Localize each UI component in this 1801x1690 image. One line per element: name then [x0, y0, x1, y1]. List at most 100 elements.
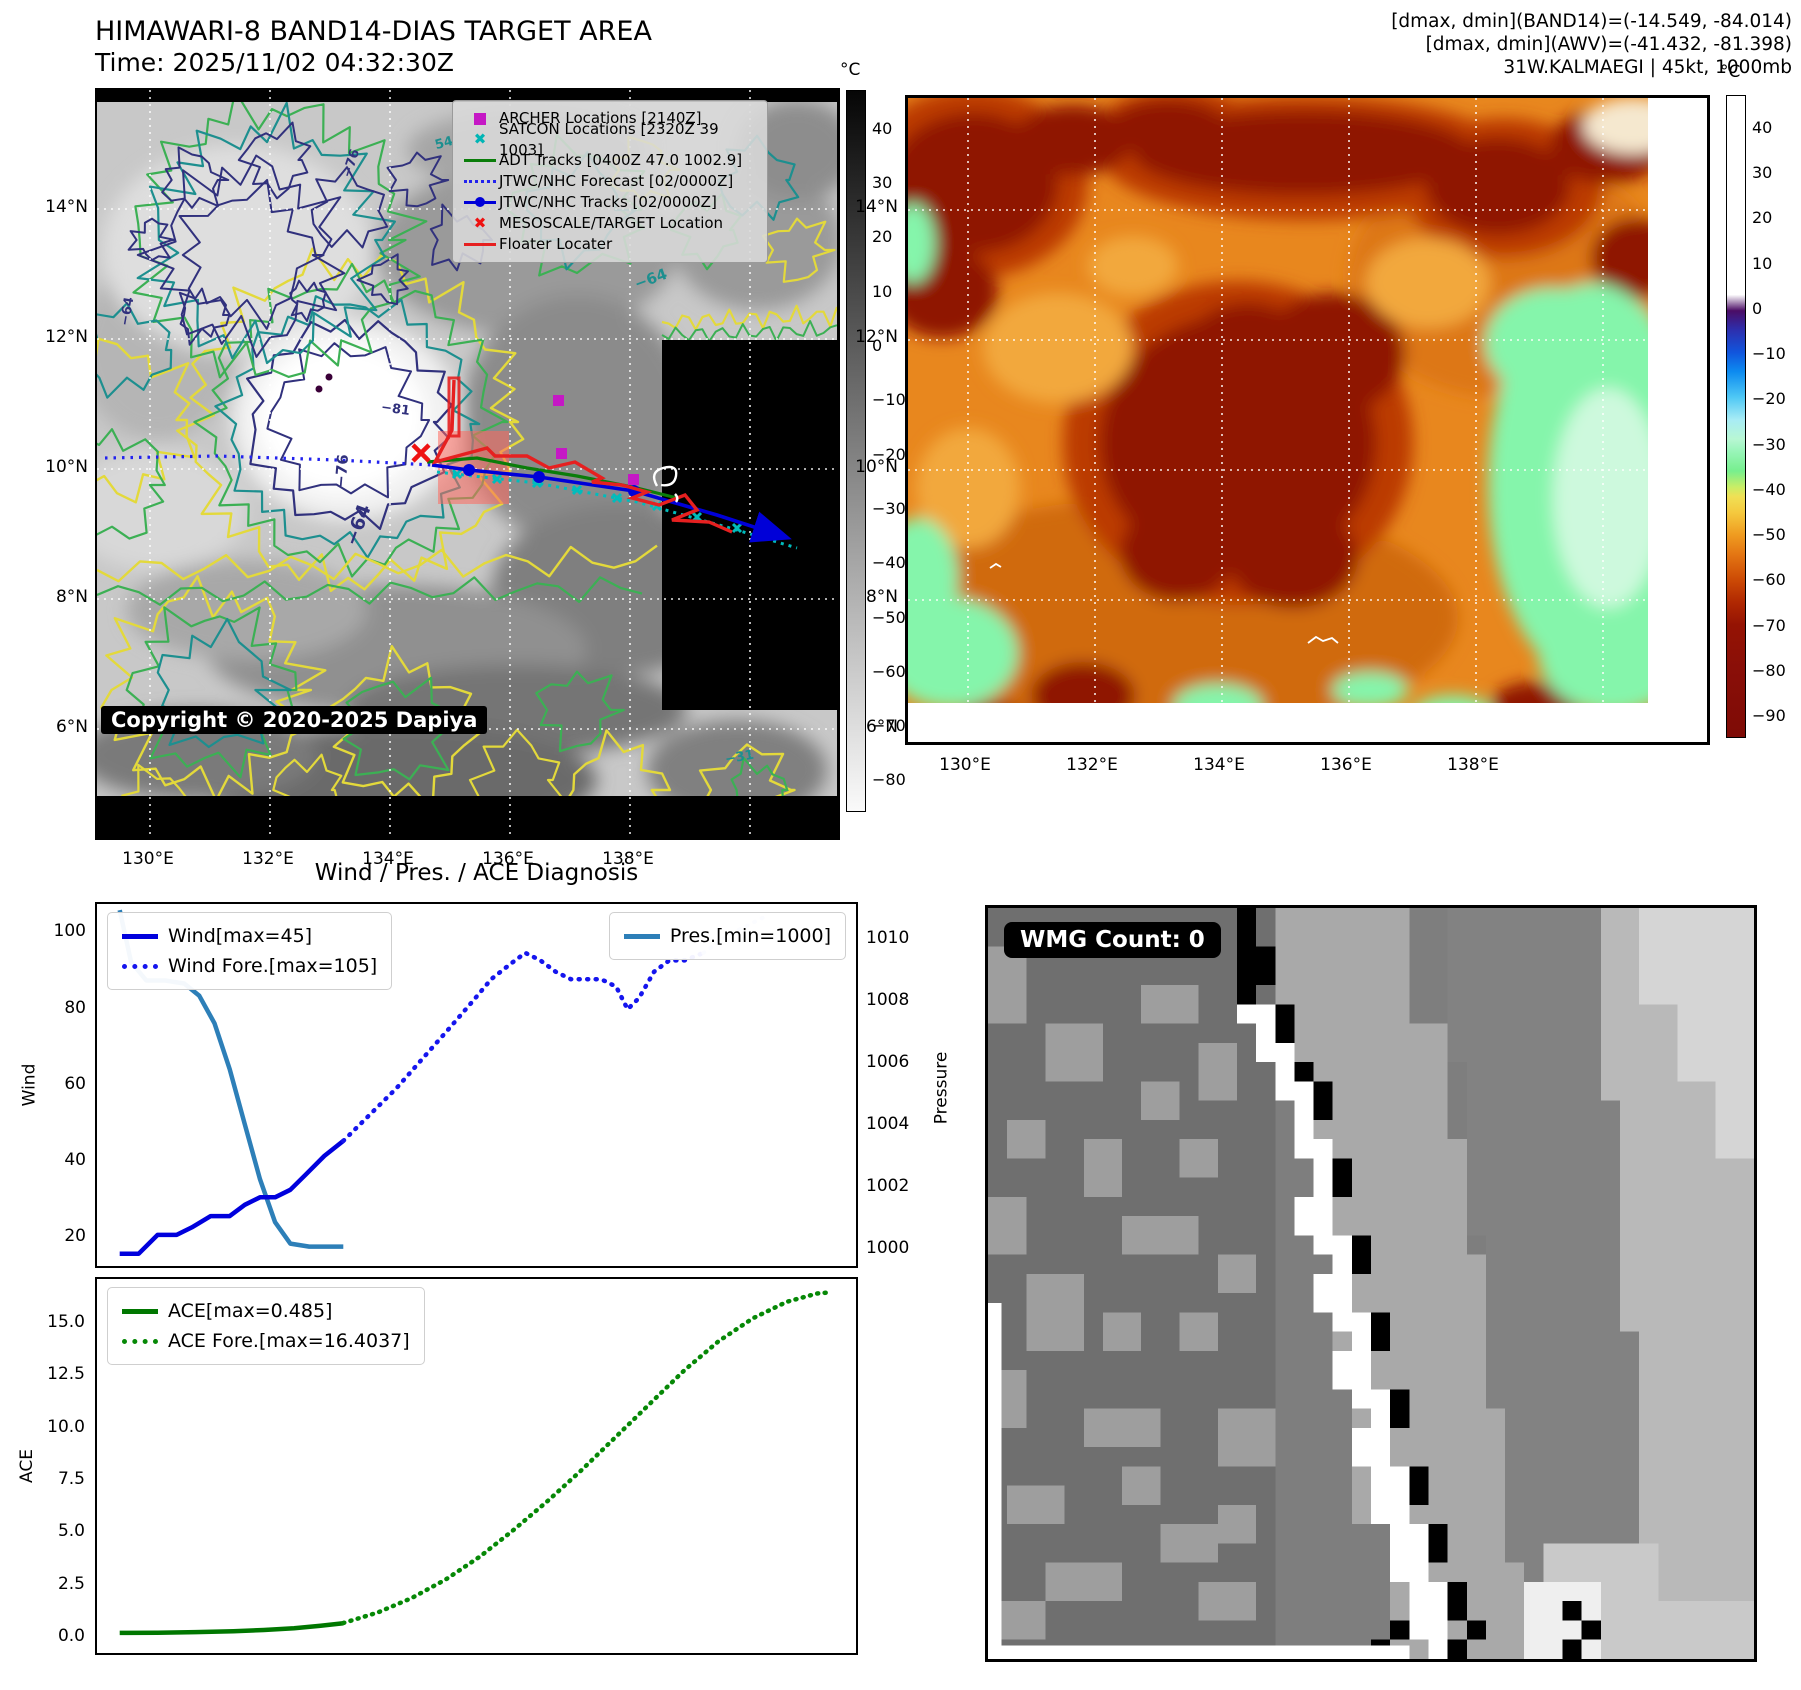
ace-chart: ACE[max=0.485] ACE Fore.[max=16.4037] — [95, 1277, 858, 1655]
band14-subtitle: Time: 2025/11/02 04:32:30Z — [95, 48, 454, 77]
legend-label: JTWC/NHC Forecast [02/0000Z] — [499, 172, 734, 190]
awv-header-band14: [dmax, dmin](BAND14)=(-14.549, -84.014) — [1391, 11, 1792, 32]
wind-axis-label: Wind — [19, 1063, 40, 1107]
satcon-x-icon: ✖ — [473, 130, 487, 148]
awv-xtick: 138°E — [1447, 755, 1499, 775]
band14-xtick: 130°E — [122, 849, 174, 869]
wind-legend-label: Wind[max=45] — [168, 925, 313, 947]
ace-plot — [119, 1290, 831, 1636]
pres-line-icon — [623, 933, 670, 939]
band14-legend: ARCHER Locations [2140Z] ✖ SATCON Locati… — [452, 100, 768, 263]
wind-pressure-chart: Wind[max=45] Wind Fore.[max=105] Pres.[m… — [95, 902, 858, 1268]
cb-tick: −80 — [1752, 661, 1786, 680]
band14-ytick: 12°N — [45, 327, 88, 347]
cb-tick: −20 — [1752, 389, 1786, 408]
ace-legend-label: ACE[max=0.485] — [168, 1300, 333, 1322]
legend-label: MESOSCALE/TARGET Location — [499, 214, 724, 232]
awv-map-image — [908, 98, 1648, 703]
wmg-panel: WMG Count: 0 — [985, 905, 1757, 1662]
wind-fore-legend-label: Wind Fore.[max=105] — [168, 955, 378, 977]
cb-tick: −50 — [872, 608, 906, 627]
wind-ytick: 40 — [64, 1150, 86, 1170]
band14-xtick: 134°E — [362, 849, 414, 869]
awv-map — [905, 95, 1710, 745]
wmg-pixel-map — [988, 908, 1754, 1659]
archer-markers — [553, 395, 639, 485]
band14-colorbar — [846, 90, 866, 812]
legend-label: JTWC/NHC Tracks [02/0000Z] — [499, 193, 717, 211]
awv-xtick: 132°E — [1066, 755, 1118, 775]
ace-axis-label: ACE — [16, 1449, 37, 1483]
ace-ytick: 12.5 — [47, 1364, 85, 1384]
storm-symbol — [652, 465, 679, 503]
wind-fore-dotted-icon — [122, 963, 168, 969]
cb-tick: −40 — [872, 553, 906, 572]
floater-track — [431, 379, 733, 534]
cb-tick: −70 — [872, 716, 906, 735]
band14-title: HIMAWARI-8 BAND14-DIAS TARGET AREA — [95, 16, 652, 47]
pres-legend-row: Pres.[min=1000] — [623, 921, 831, 951]
mesoscale-x-icon: ✖ — [473, 214, 487, 232]
pres-ytick: 1002 — [866, 1176, 910, 1196]
wind-ytick: 100 — [53, 921, 86, 941]
pres-legend: Pres.[min=1000] — [608, 912, 846, 960]
cb-tick: −40 — [1752, 480, 1786, 499]
satcon-dots — [315, 373, 333, 393]
diagnosis-title: Wind / Pres. / ACE Diagnosis — [314, 860, 639, 886]
mesoscale-marker — [411, 443, 431, 463]
pres-ytick: 1004 — [866, 1114, 910, 1134]
ace-ytick: 2.5 — [57, 1574, 85, 1594]
band14-ytick: 8°N — [55, 587, 88, 607]
cb-tick: 30 — [1752, 163, 1773, 182]
band14-xtick: 136°E — [482, 849, 534, 869]
awv-ytick: 8°N — [865, 587, 898, 607]
ace-ytick: 7.5 — [57, 1469, 85, 1489]
cb-tick: −30 — [1752, 435, 1786, 454]
cb-tick: 10 — [1752, 254, 1773, 273]
contour-label: −76 — [331, 453, 353, 489]
cb-tick: −50 — [1752, 525, 1786, 544]
legend-label: ARCHER Locations [2140Z] — [499, 109, 702, 127]
copyright-badge: Copyright © 2020-2025 Dapiya — [101, 706, 488, 734]
cb-tick: −10 — [872, 390, 906, 409]
jtwc-forecast-track — [104, 454, 433, 467]
pressure-axis-label: Pressure — [931, 1051, 952, 1125]
awv-xtick: 134°E — [1193, 755, 1245, 775]
pres-ytick: 1010 — [866, 928, 910, 948]
ace-line-icon — [122, 1308, 168, 1314]
cb-tick: 40 — [872, 119, 893, 138]
cb-tick: 20 — [1752, 208, 1773, 227]
cb-tick: −60 — [1752, 570, 1786, 589]
pres-ytick: 1008 — [866, 990, 910, 1010]
band14-xtick: 132°E — [242, 849, 294, 869]
floater-line-icon — [461, 242, 499, 247]
band14-map: −76 54 −64 −81 −76 −64 −64 −31 ARCHER Lo… — [95, 88, 840, 840]
wind-legend: Wind[max=45] Wind Fore.[max=105] — [107, 912, 393, 990]
legend-label: ADT Tracks [0400Z 47.0 1002.9] — [499, 151, 743, 169]
legend-item-archer: ARCHER Locations [2140Z] — [461, 108, 757, 129]
wind-fore-legend-row: Wind Fore.[max=105] — [122, 951, 377, 981]
ace-ytick: 10.0 — [47, 1417, 85, 1437]
legend-item-jtwc-tracks: JTWC/NHC Tracks [02/0000Z] — [461, 192, 757, 213]
pres-ytick: 1000 — [866, 1238, 910, 1258]
awv-header: [dmax, dmin](BAND14)=(-14.549, -84.014) … — [1100, 10, 1792, 79]
legend-label: Floater Locater — [499, 235, 613, 253]
cb-tick: 20 — [872, 227, 893, 246]
cb-tick: 40 — [1752, 118, 1773, 137]
wind-line-icon — [122, 933, 168, 939]
pres-legend-label: Pres.[min=1000] — [669, 925, 831, 947]
band14-ytick: 6°N — [55, 717, 88, 737]
cb-tick: −70 — [1752, 616, 1786, 635]
cb-tick: 30 — [872, 173, 893, 192]
ace-fore-legend-label: ACE Fore.[max=16.4037] — [168, 1330, 410, 1352]
wind-ytick: 20 — [64, 1226, 86, 1246]
band14-ytick: 10°N — [45, 457, 88, 477]
cb-tick: 10 — [872, 282, 893, 301]
awv-ytick: 6°N — [865, 717, 898, 737]
band14-ytick: 14°N — [45, 197, 88, 217]
wind-legend-row: Wind[max=45] — [122, 921, 377, 951]
awv-ytick: 12°N — [855, 327, 898, 347]
awv-header-awv: [dmax, dmin](AWV)=(-41.432, -81.398) — [1425, 34, 1792, 55]
awv-xtick: 136°E — [1320, 755, 1372, 775]
